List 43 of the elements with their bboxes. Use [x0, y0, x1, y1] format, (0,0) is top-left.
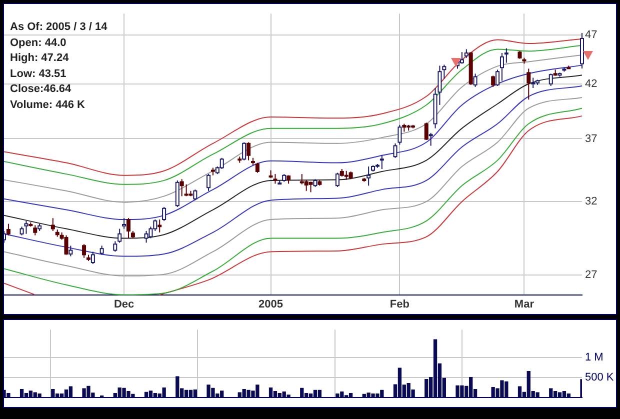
bar	[286, 394, 290, 398]
y-tick-label: 37	[585, 132, 598, 145]
bar	[162, 387, 166, 398]
line-series	[4, 96, 582, 276]
annotation: Close:46.64	[10, 82, 72, 97]
bar	[553, 391, 558, 398]
bar	[20, 389, 24, 398]
bar	[398, 368, 402, 398]
annotation: High: 47.24	[10, 51, 70, 66]
bar	[176, 376, 180, 398]
y-tick-label: 500 K	[585, 371, 614, 384]
y-tick-label: 1 M	[585, 351, 604, 364]
bar	[28, 390, 33, 398]
bar	[68, 386, 73, 398]
bar	[536, 392, 540, 398]
annotation: Open: 44.0	[10, 36, 68, 50]
line-series	[4, 85, 582, 257]
annotation: Low: 43.51	[10, 66, 68, 82]
bar	[562, 391, 566, 398]
y-tick-label: 32	[585, 196, 598, 208]
bar	[64, 389, 68, 398]
bar	[273, 391, 278, 398]
y-tick-label: 42	[585, 78, 598, 90]
bar	[424, 379, 428, 398]
bar	[518, 386, 522, 398]
y-tick-label: 47	[585, 29, 598, 42]
annotation: Volume: 446 K	[10, 98, 86, 112]
bar	[51, 389, 55, 398]
annotation: As Of: 2005 / 3 / 14	[10, 20, 108, 35]
x-tick-label: Dec	[114, 298, 134, 310]
y-tick-label: 27	[585, 269, 598, 282]
bar	[433, 339, 438, 398]
bar	[38, 393, 42, 398]
bar	[336, 393, 340, 398]
bar	[6, 393, 10, 398]
bar	[300, 388, 304, 398]
x-tick-label: 2005	[258, 298, 284, 310]
bar	[268, 387, 273, 398]
x-tick-label: Feb	[390, 298, 410, 310]
bar	[549, 388, 553, 398]
bar	[193, 389, 198, 398]
x-tick-label: Mar	[514, 298, 535, 310]
bar	[148, 390, 153, 398]
